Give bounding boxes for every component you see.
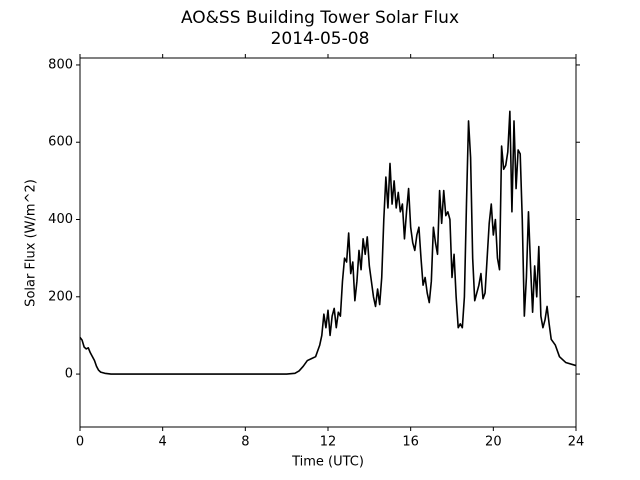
y-tick-label: 200 <box>48 289 73 304</box>
x-tick-label: 8 <box>241 435 249 450</box>
x-tick-label: 12 <box>320 435 337 450</box>
chart-title: AO&SS Building Tower Solar Flux <box>181 8 459 28</box>
data-line <box>79 110 577 375</box>
y-tick-label: 600 <box>48 135 73 150</box>
x-tick-label: 24 <box>568 435 585 450</box>
x-tick-label: 4 <box>159 435 167 450</box>
x-axis-label: Time (UTC) <box>291 455 364 470</box>
y-axis-label: Solar Flux (W/m^2) <box>24 179 39 307</box>
y-tick-label: 0 <box>65 367 73 382</box>
y-tick-label: 800 <box>48 57 73 72</box>
x-tick-label: 20 <box>485 435 502 450</box>
x-tick-label: 16 <box>402 435 419 450</box>
x-tick-label: 0 <box>76 435 84 450</box>
y-tick-label: 400 <box>48 212 73 227</box>
chart-subtitle: 2014-05-08 <box>271 29 370 49</box>
